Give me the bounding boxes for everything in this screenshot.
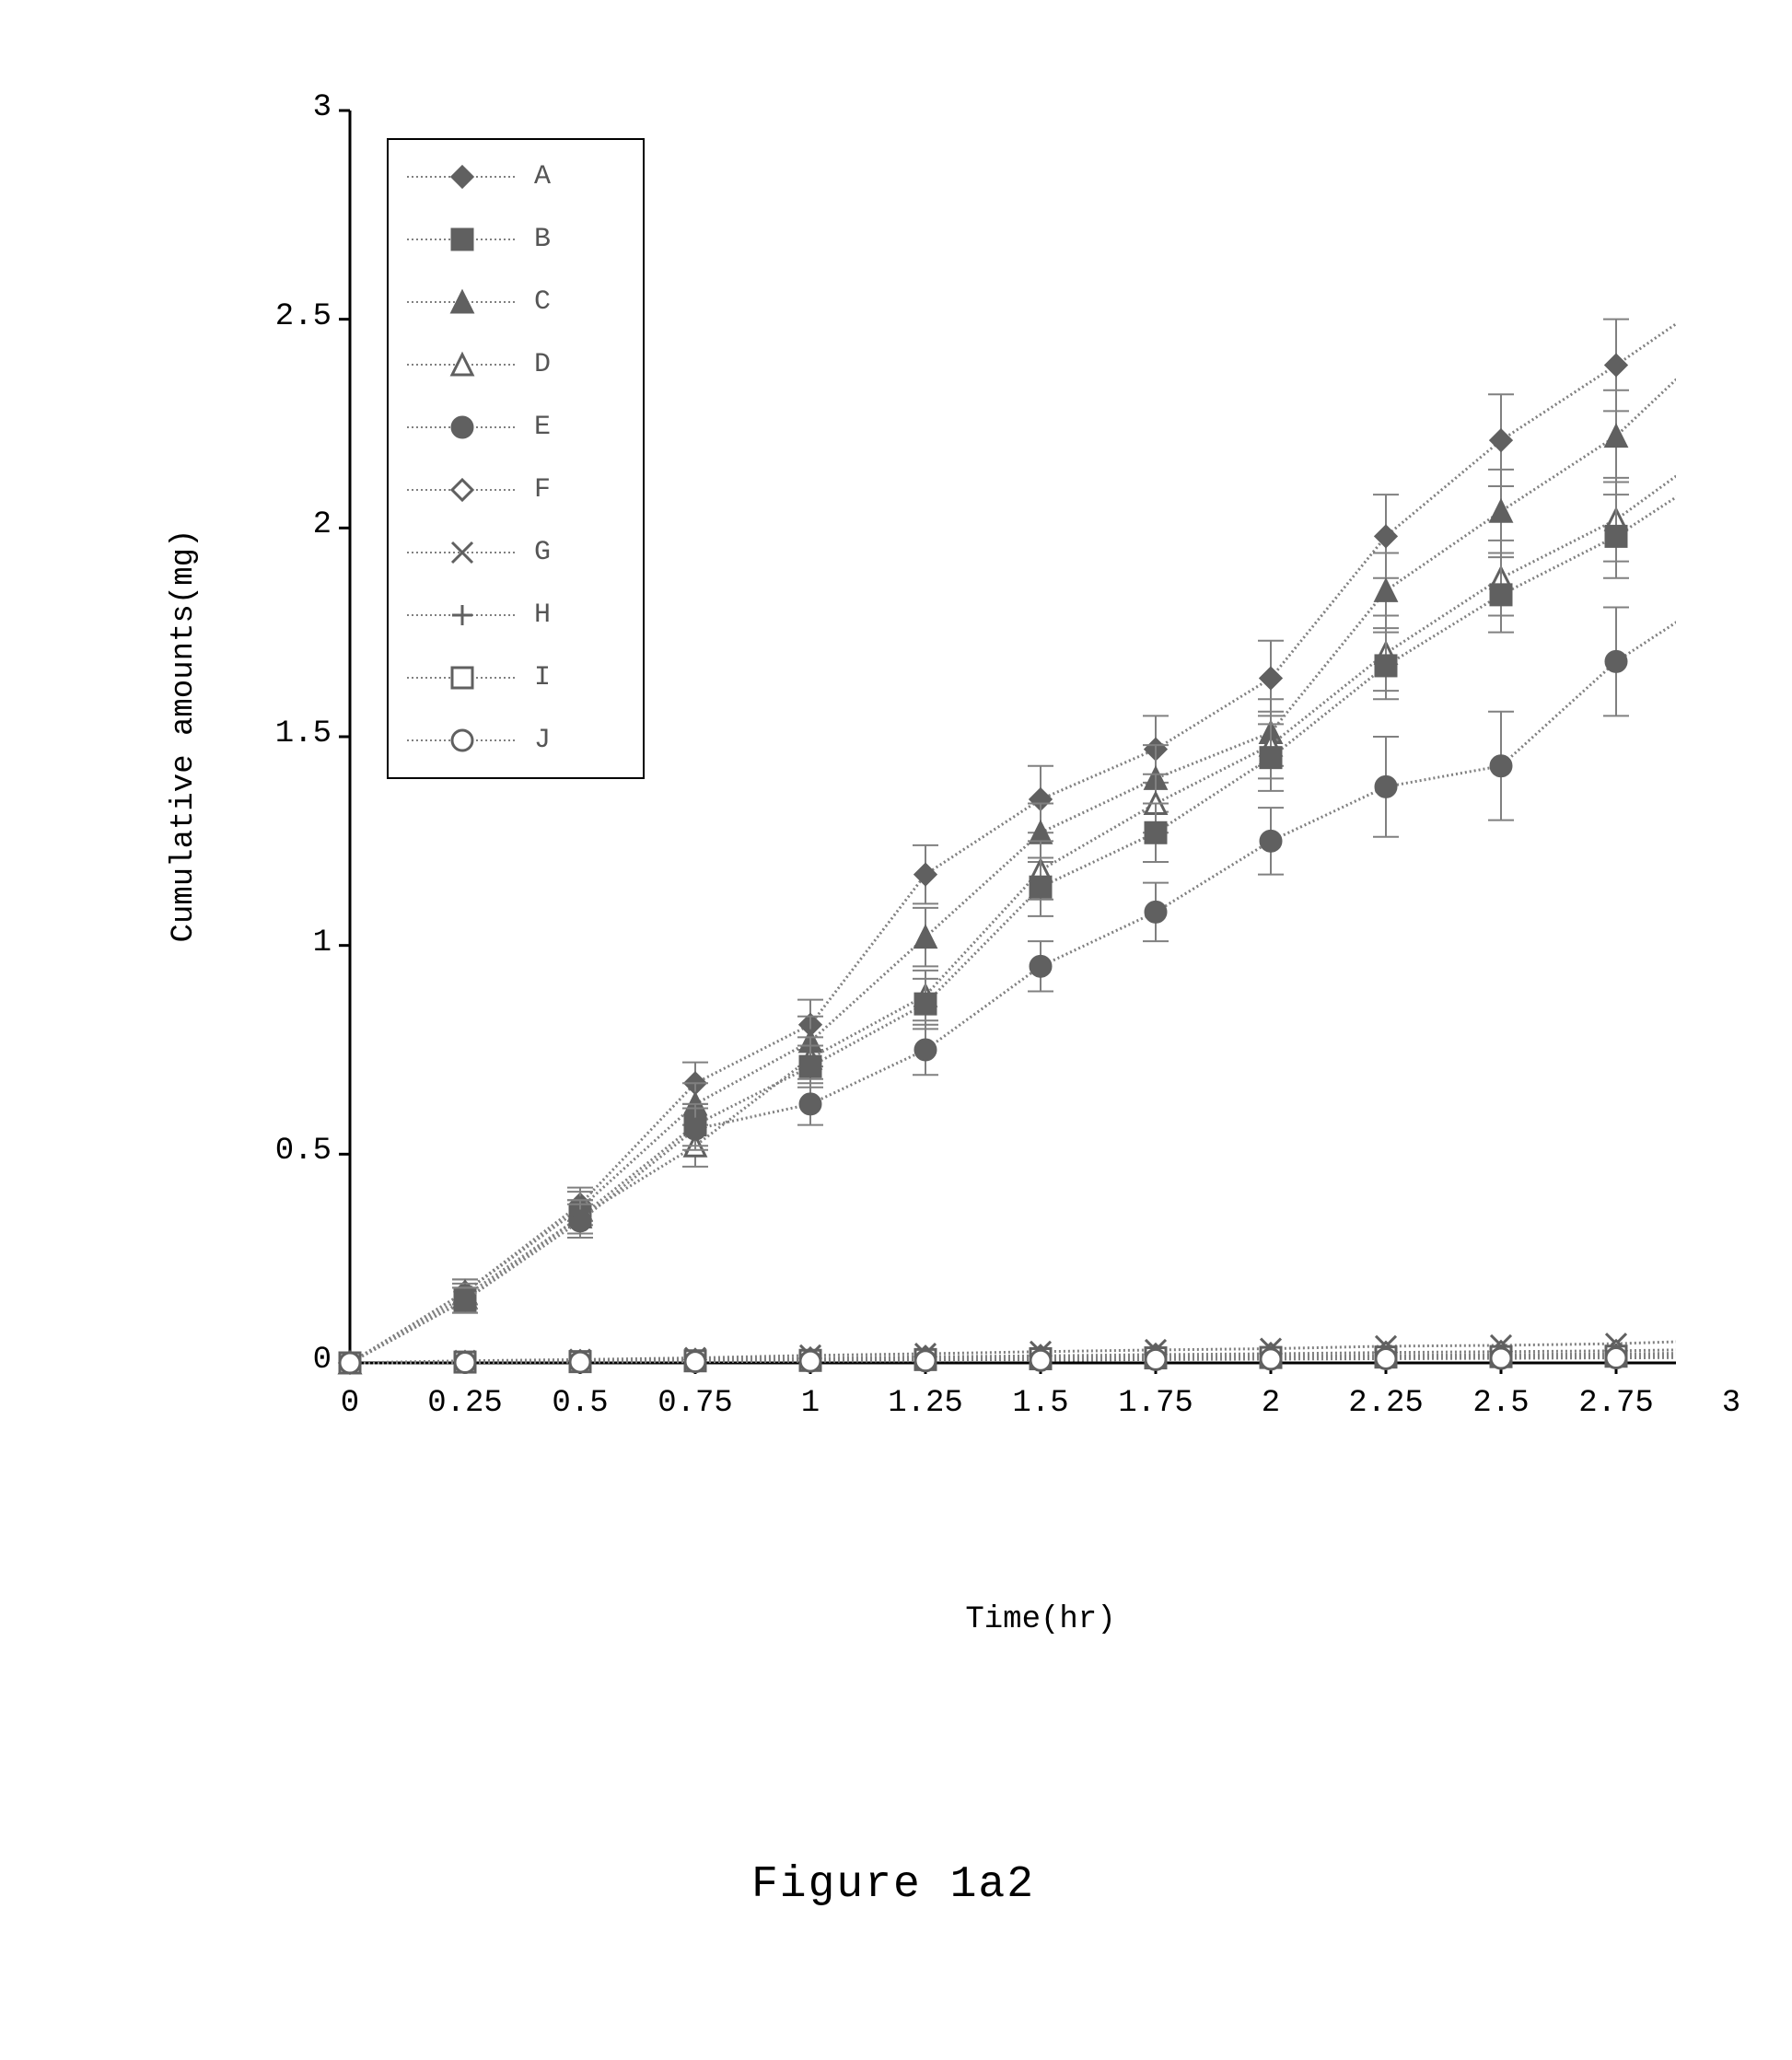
- x-tick-label: 2: [1220, 1386, 1321, 1421]
- x-tick-label: 0.25: [414, 1386, 516, 1421]
- legend-item: D: [407, 346, 615, 383]
- y-tick-label: 0: [239, 1343, 332, 1378]
- legend: A BCD EFGHI J: [387, 138, 645, 779]
- legend-label: G: [534, 537, 551, 568]
- legend-label: D: [534, 349, 551, 380]
- x-tick-label: 2.75: [1565, 1386, 1667, 1421]
- y-axis-label: Cumulative amounts(mg): [167, 515, 202, 957]
- legend-item: B: [407, 221, 615, 258]
- x-tick-label: 2.25: [1335, 1386, 1437, 1421]
- series-F: [340, 1339, 1676, 1373]
- legend-label: F: [534, 474, 551, 506]
- y-tick-label: 3: [239, 90, 332, 125]
- x-tick-label: 2.5: [1450, 1386, 1552, 1421]
- legend-label: E: [534, 412, 551, 443]
- legend-item: E: [407, 409, 615, 446]
- x-tick-label: 1.25: [875, 1386, 976, 1421]
- legend-item: H: [407, 597, 615, 634]
- y-tick-label: 2: [239, 507, 332, 542]
- legend-label: A: [534, 161, 551, 192]
- legend-item: G: [407, 534, 615, 571]
- legend-item: C: [407, 284, 615, 320]
- y-tick-label: 0.5: [239, 1134, 332, 1169]
- y-tick-label: 2.5: [239, 299, 332, 334]
- x-tick-label: 0.75: [645, 1386, 746, 1421]
- x-tick-label: 1: [760, 1386, 861, 1421]
- legend-item: I: [407, 659, 615, 696]
- x-tick-label: 1.5: [990, 1386, 1091, 1421]
- chart-area: 0 0.25 0.5 0.75 1 1.25 1.5 1.75 2 2.25 2.5 2.75 3 0 0.…: [111, 55, 1676, 1621]
- legend-item: A: [407, 158, 615, 195]
- page: 0 0.25 0.5 0.75 1 1.25 1.5 1.75 2 2.25 2.5 2.75 3 0 0.…: [0, 0, 1792, 2060]
- series-H: [340, 1343, 1676, 1373]
- figure-caption: Figure 1a2: [111, 1860, 1676, 1910]
- legend-label: B: [534, 224, 551, 255]
- x-tick-label: 1.75: [1105, 1386, 1206, 1421]
- y-tick-label: 1: [239, 925, 332, 960]
- legend-label: H: [534, 599, 551, 631]
- legend-label: J: [534, 725, 551, 756]
- legend-label: C: [534, 286, 551, 318]
- y-tick-label: 1.5: [239, 716, 332, 751]
- x-tick-label: 3: [1681, 1386, 1782, 1421]
- legend-label: I: [534, 662, 551, 693]
- x-axis-label: Time(hr): [350, 1602, 1731, 1637]
- x-tick-label: 0.5: [529, 1386, 631, 1421]
- legend-item: J: [407, 722, 615, 759]
- series-G: [340, 1330, 1676, 1373]
- x-tick-label: 0: [299, 1386, 401, 1421]
- legend-item: F: [407, 471, 615, 508]
